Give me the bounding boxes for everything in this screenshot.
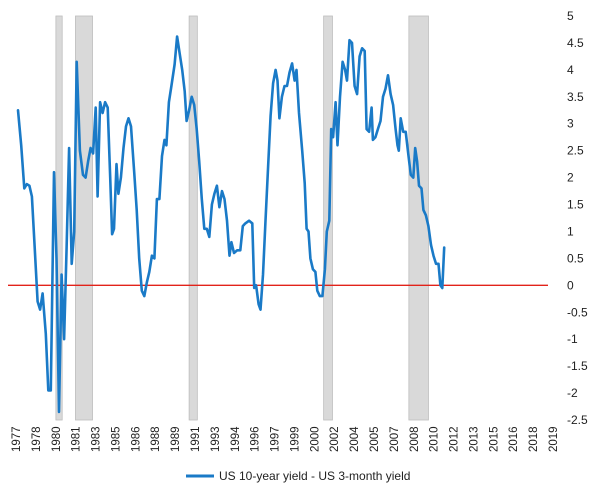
x-tick-label: 2013 bbox=[468, 426, 480, 452]
legend: US 10-year yield - US 3-month yield bbox=[186, 469, 410, 483]
y-tick-label: 1 bbox=[567, 224, 574, 238]
x-tick-label: 1997 bbox=[270, 426, 282, 452]
x-tick-label: 1988 bbox=[150, 426, 162, 452]
y-tick-label: 4.5 bbox=[567, 36, 584, 50]
x-tick-label: 2008 bbox=[409, 426, 421, 452]
x-tick-label: 1994 bbox=[230, 426, 242, 452]
recession-band-5 bbox=[408, 15, 429, 421]
series-layer bbox=[16, 35, 446, 414]
x-tick-label: 1977 bbox=[11, 426, 23, 452]
x-tick-label: 1985 bbox=[110, 426, 122, 452]
x-tick-label: 1978 bbox=[31, 426, 43, 452]
y-tick-label: 2 bbox=[567, 171, 574, 185]
y-tick-label: -2 bbox=[567, 386, 578, 400]
x-tick-label: 2019 bbox=[548, 426, 560, 452]
y-tick-label: -0.5 bbox=[567, 305, 588, 319]
y-tick-label: 3.5 bbox=[567, 90, 584, 104]
x-tick-label: 2018 bbox=[528, 426, 540, 452]
x-tick-label: 1991 bbox=[190, 426, 202, 452]
y-axis-ticks: 5 4.5 4 3.5 3 2.5 2 1.5 1 0.5 0 -0.5 -1 -1.5 -2 -2.5 bbox=[567, 9, 588, 427]
x-tick-label: 2015 bbox=[488, 426, 500, 452]
y-tick-label: 3 bbox=[567, 117, 574, 131]
y-tick-label: 4 bbox=[567, 63, 574, 77]
x-tick-label: 2005 bbox=[369, 426, 381, 452]
y-tick-label: -1.5 bbox=[567, 359, 588, 373]
x-tick-label: 2016 bbox=[508, 426, 520, 452]
x-tick-label: 1993 bbox=[210, 426, 222, 452]
y-tick-label: 0.5 bbox=[567, 251, 584, 265]
x-tick-label: 1983 bbox=[91, 426, 103, 452]
series-line-1 bbox=[16, 35, 446, 414]
x-tick-label: 2010 bbox=[429, 426, 441, 452]
x-tick-label: 2007 bbox=[389, 426, 401, 452]
y-tick-label: -1 bbox=[567, 332, 578, 346]
x-tick-label: 1996 bbox=[250, 426, 262, 452]
x-tick-label: 2004 bbox=[349, 426, 361, 452]
recession-band-3 bbox=[188, 15, 198, 421]
x-tick-label: 2012 bbox=[449, 426, 461, 452]
y-tick-label: 0 bbox=[567, 278, 574, 292]
y-tick-label: 1.5 bbox=[567, 198, 584, 212]
x-tick-label: 1999 bbox=[289, 426, 301, 452]
x-tick-label: 1980 bbox=[51, 426, 63, 452]
y-tick-label: 5 bbox=[567, 9, 574, 23]
x-axis-ticks: 1977 1978 1980 1981 1983 1985 1986 1988 1989 1991… bbox=[11, 426, 560, 452]
y-tick-label: -2.5 bbox=[567, 413, 588, 427]
x-tick-label: 1986 bbox=[130, 426, 142, 452]
x-tick-label: 2002 bbox=[329, 426, 341, 452]
x-tick-label: 1989 bbox=[170, 426, 182, 452]
y-tick-label: 2.5 bbox=[567, 144, 584, 158]
x-tick-label: 1981 bbox=[71, 426, 83, 452]
recession-band-4 bbox=[323, 15, 333, 421]
legend-label: US 10-year yield - US 3-month yield bbox=[219, 469, 410, 483]
x-tick-label: 2000 bbox=[309, 426, 321, 452]
